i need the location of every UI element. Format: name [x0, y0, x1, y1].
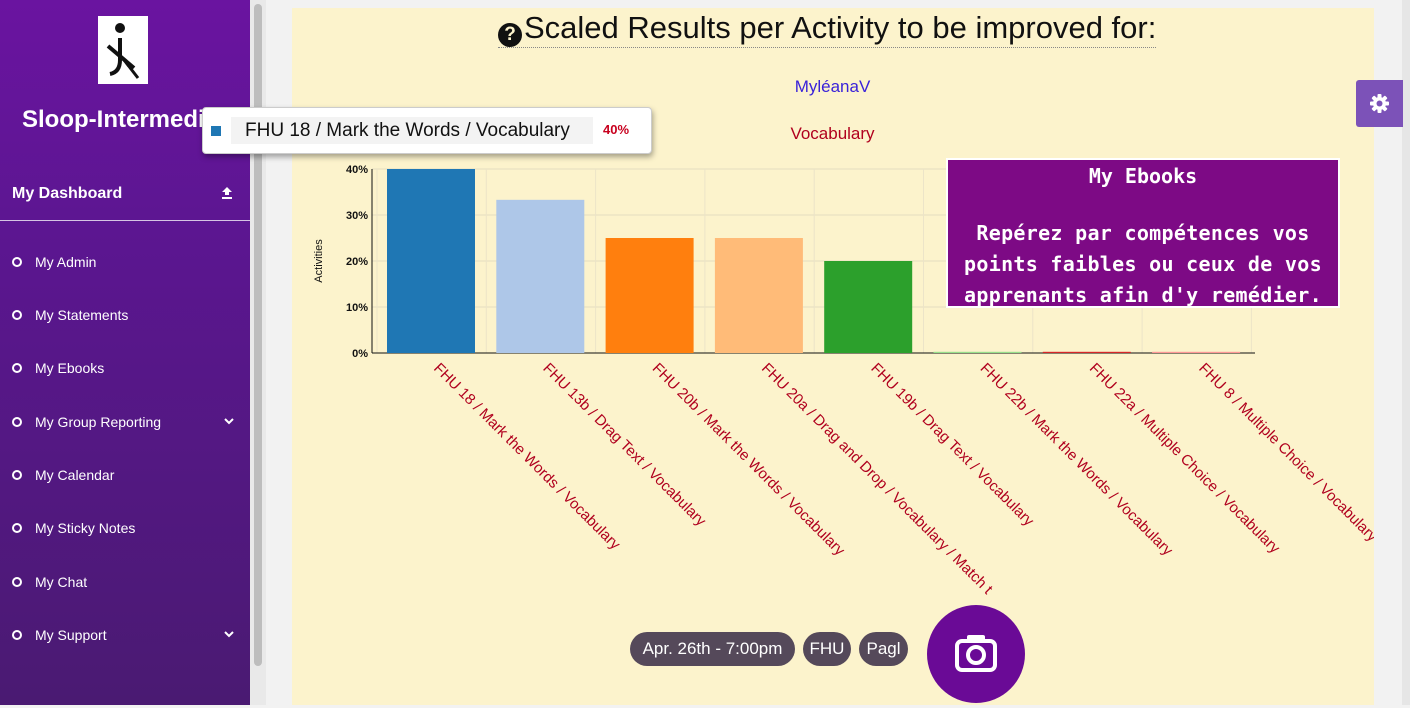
- bar: [714, 238, 803, 353]
- upload-icon[interactable]: [220, 186, 234, 200]
- category-label: Vocabulary: [790, 124, 875, 143]
- y-tick-label: 10%: [346, 302, 368, 314]
- x-tick-label: FHU 20b / Mark the Words / Vocabulary: [649, 360, 849, 560]
- camera-icon: [955, 635, 997, 672]
- bar: [933, 351, 1022, 353]
- app-logo[interactable]: [98, 16, 148, 84]
- user-name: MyléanaV: [794, 77, 871, 96]
- y-tick-label: 20%: [346, 256, 368, 268]
- bar-chart: 0% 10% 20% 30% 40% Activities FHU 18 / Mark th…: [313, 164, 1374, 598]
- sidebar-item-label: My Ebooks: [35, 360, 105, 376]
- x-tick-label: FHU 22b / Mark the Words / Vocabulary: [977, 360, 1177, 560]
- bullet-icon: [12, 523, 22, 533]
- bullet-icon: [12, 577, 22, 587]
- x-tick-label: FHU 8 / Multiple Choice / Vocabulary: [1195, 360, 1374, 546]
- sidebar-item-support[interactable]: My Support: [0, 617, 250, 657]
- dashboard-label: My Dashboard: [12, 185, 123, 202]
- bar: [387, 169, 475, 353]
- tooltip-swatch: [211, 126, 221, 136]
- y-tick-label: 40%: [346, 164, 368, 176]
- bullet-icon: [12, 310, 22, 320]
- tooltip-value: 40%: [603, 122, 630, 137]
- sidebar-item-chat[interactable]: My Chat: [0, 564, 250, 604]
- promo-line: apprenants afin d'y remédier.: [964, 283, 1322, 307]
- bar: [824, 261, 913, 353]
- chart-title-text: Scaled Results per Activity to be improv…: [524, 10, 1157, 45]
- ebooks-promo[interactable]: My Ebooks Repérez par compétences vos po…: [946, 158, 1340, 308]
- chart-tooltip: FHU 18 / Mark the Words / Vocabulary 40%: [202, 107, 652, 154]
- sidebar-scrollbar-thumb[interactable]: [254, 4, 262, 666]
- bullet-icon: [12, 257, 22, 267]
- sidebar-item-label: My Calendar: [35, 467, 115, 483]
- bar: [1042, 351, 1131, 353]
- settings-button[interactable]: [1356, 80, 1403, 127]
- sidebar-item-label: My Group Reporting: [35, 414, 162, 430]
- bar: [605, 238, 694, 353]
- tooltip-label: FHU 18 / Mark the Words / Vocabulary: [231, 117, 593, 144]
- x-tick-label: FHU 22a / Multiple Choice / Vocabulary: [1086, 360, 1283, 557]
- bullet-icon: [12, 417, 22, 427]
- bullet-icon: [12, 630, 22, 640]
- sidebar-item-label: My Admin: [35, 254, 97, 270]
- y-tick-label: 30%: [346, 210, 368, 222]
- promo-line: points faibles ou ceux de vos: [964, 252, 1322, 276]
- sidebar-item-label: My Support: [35, 627, 107, 643]
- date-pill[interactable]: Apr. 26th - 7:00pm: [630, 632, 795, 666]
- x-tick-label: FHU 18 / Mark the Words / Vocabulary: [430, 360, 624, 554]
- dashboard-header[interactable]: My Dashboard: [0, 176, 250, 221]
- x-tick-label: FHU 20a / Drag and Drop / Vocabulary / M…: [758, 360, 996, 598]
- chevron-down-icon[interactable]: [222, 627, 236, 641]
- promo-line: Repérez par compétences vos: [976, 221, 1310, 245]
- sidebar-item-statements[interactable]: My Statements: [0, 297, 250, 337]
- gear-icon: [1370, 94, 1389, 113]
- bar: [1152, 351, 1241, 353]
- page-scrollbar[interactable]: [1402, 0, 1410, 705]
- sidebar-item-label: My Statements: [35, 307, 129, 323]
- sidebar-item-label: My Chat: [35, 574, 88, 590]
- tag-pill[interactable]: FHU: [803, 632, 851, 666]
- sidebar-item-sticky-notes[interactable]: My Sticky Notes: [0, 510, 250, 550]
- sidebar-item-label: My Sticky Notes: [35, 520, 136, 536]
- chevron-down-icon[interactable]: [222, 414, 236, 428]
- sidebar-item-calendar[interactable]: My Calendar: [0, 457, 250, 497]
- y-axis-title: Activities: [313, 239, 325, 283]
- camera-button[interactable]: [927, 605, 1025, 703]
- tag-pill[interactable]: Pagl: [859, 632, 908, 666]
- promo-title: My Ebooks: [1088, 164, 1198, 188]
- help-icon[interactable]: ?: [498, 23, 522, 47]
- sidebar-item-ebooks[interactable]: My Ebooks: [0, 350, 250, 390]
- sidebar: Sloop-Intermediate My Dashboard My Admin…: [0, 0, 250, 705]
- bar: [496, 199, 585, 353]
- promo-body: Repérez par compétences vos points faibl…: [948, 218, 1338, 311]
- bullet-icon: [12, 363, 22, 373]
- sidebar-item-group-reporting[interactable]: My Group Reporting: [0, 404, 250, 444]
- y-tick-label: 0%: [352, 348, 368, 360]
- sidebar-item-admin[interactable]: My Admin: [0, 244, 250, 284]
- bullet-icon: [12, 470, 22, 480]
- chart-title: ? Scaled Results per Activity to be impro…: [498, 10, 1157, 48]
